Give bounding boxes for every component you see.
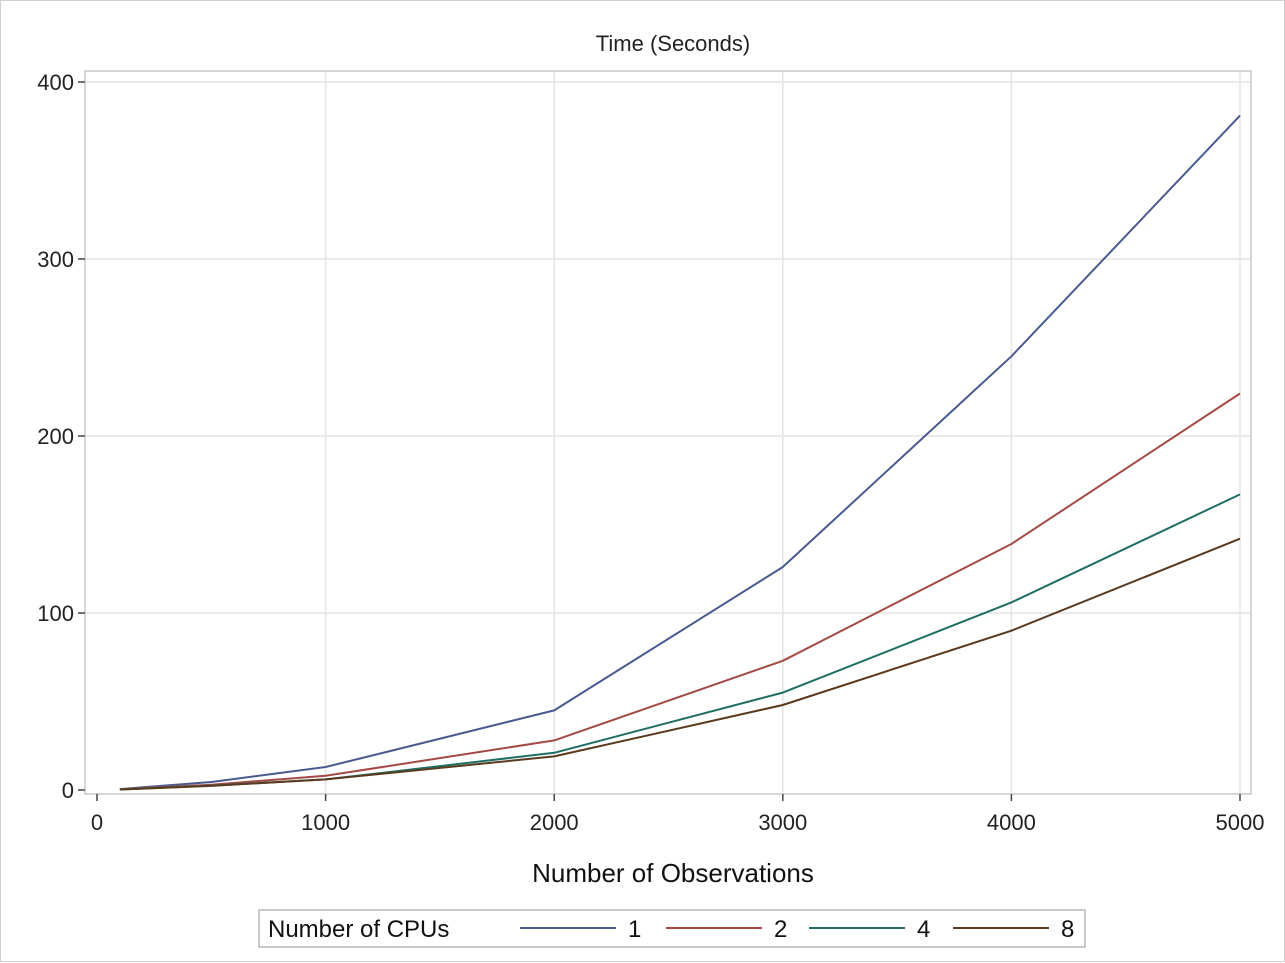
y-tick-label: 400 xyxy=(37,70,74,95)
series-line-2 xyxy=(119,392,1241,791)
x-tick-label: 4000 xyxy=(987,810,1036,835)
y-tick-label: 100 xyxy=(37,601,74,626)
y-tick-label: 0 xyxy=(62,778,74,803)
y-tick-label: 200 xyxy=(37,424,74,449)
series-line-1 xyxy=(119,114,1241,791)
series-lines xyxy=(119,114,1241,791)
grid-lines xyxy=(86,72,1250,793)
y-axis: 0 100 200 300 400 xyxy=(37,70,85,803)
legend: Number of CPUs 1 2 4 8 xyxy=(258,909,1086,948)
legend-label-8: 8 xyxy=(1061,916,1074,943)
x-axis: 0 1000 2000 3000 4000 5000 xyxy=(91,794,1265,835)
y-tick-label: 300 xyxy=(37,247,74,272)
chart-title: Time (Seconds) xyxy=(596,31,750,56)
legend-label-1: 1 xyxy=(628,916,641,943)
series-line-8 xyxy=(119,537,1241,791)
x-tick-label: 1000 xyxy=(301,810,350,835)
x-tick-label: 2000 xyxy=(530,810,579,835)
x-tick-label: 5000 xyxy=(1216,810,1265,835)
x-tick-label: 3000 xyxy=(758,810,807,835)
legend-label-4: 4 xyxy=(917,916,930,943)
plot-area xyxy=(84,70,1252,795)
x-axis-label: Number of Observations xyxy=(532,858,814,888)
x-tick-label: 0 xyxy=(91,810,103,835)
legend-title: Number of CPUs xyxy=(268,916,449,943)
series-line-4 xyxy=(119,493,1241,791)
legend-label-2: 2 xyxy=(774,916,787,943)
